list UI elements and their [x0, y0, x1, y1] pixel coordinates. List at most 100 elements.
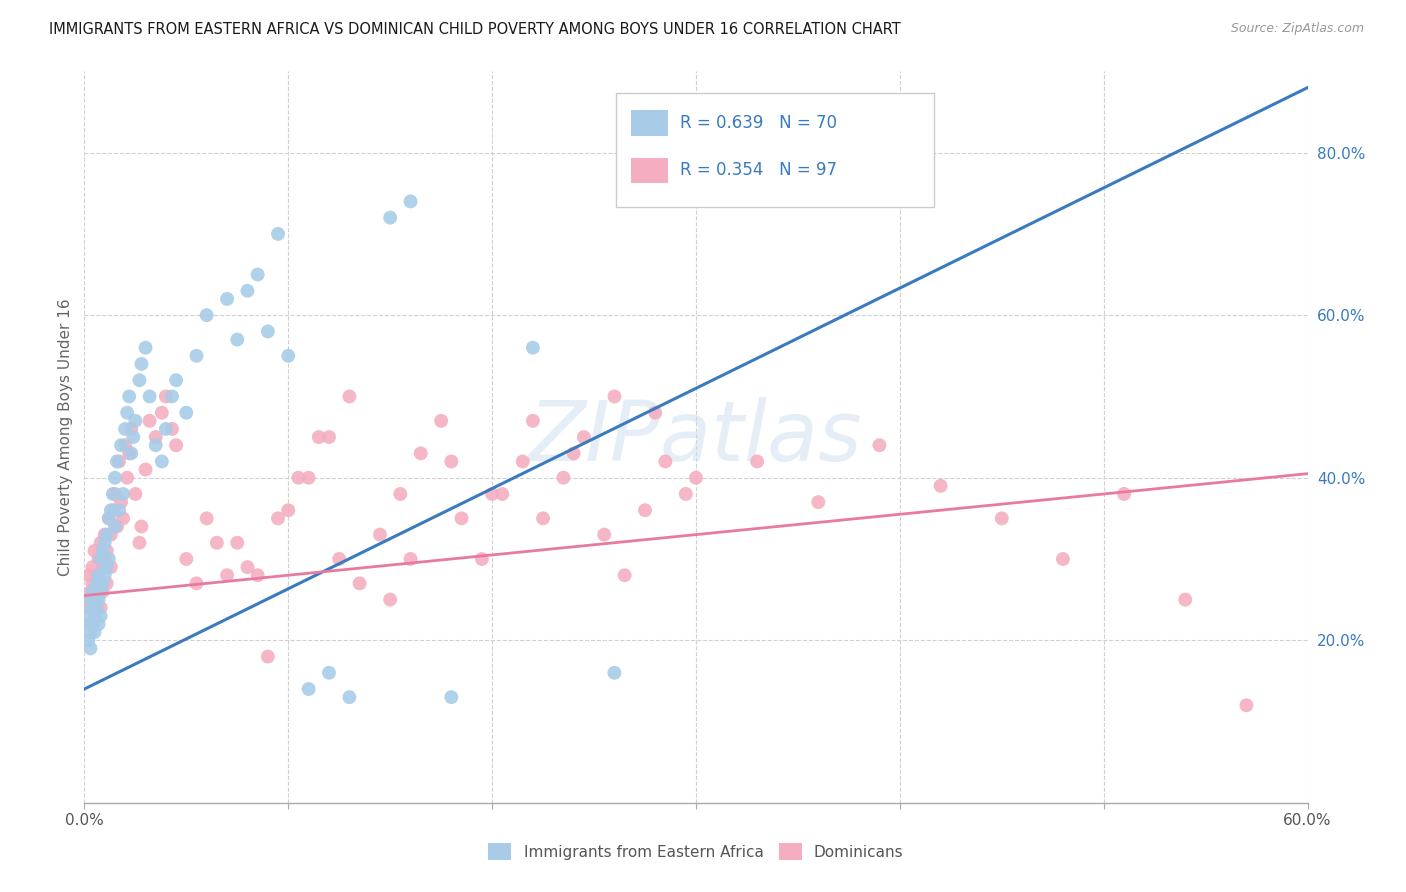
Point [100, 503, 122, 517]
Point [675, 487, 697, 501]
Point [100, 527, 122, 541]
Point [195, 511, 218, 525]
Point [186, 349, 208, 363]
Point [120, 422, 142, 436]
Point [481, 487, 503, 501]
Point [131, 519, 153, 533]
Point [572, 430, 595, 444]
Point [114, 438, 136, 452]
Point [91, 584, 114, 599]
Point [110, 438, 132, 452]
Point [115, 406, 138, 420]
Point [186, 576, 208, 591]
Point [118, 389, 141, 403]
Point [100, 560, 122, 574]
Point [298, 681, 321, 696]
Point [79, 592, 101, 607]
Point [114, 422, 136, 436]
Point [77, 568, 100, 582]
Point [399, 552, 422, 566]
Point [1236, 698, 1258, 713]
Y-axis label: Child Poverty Among Boys Under 16: Child Poverty Among Boys Under 16 [58, 298, 73, 576]
Point [90, 584, 112, 599]
Point [471, 552, 494, 566]
Point [380, 592, 402, 607]
Point [93, 568, 115, 582]
Point [267, 511, 290, 525]
Point [77, 633, 100, 648]
Point [654, 454, 676, 468]
Point [531, 511, 554, 525]
Point [349, 576, 371, 591]
Point [112, 487, 135, 501]
Point [165, 438, 187, 452]
Point [174, 406, 197, 420]
Point [138, 414, 160, 428]
Point [807, 495, 830, 509]
Point [869, 438, 891, 452]
Point [160, 422, 183, 436]
Text: ZIPatlas: ZIPatlas [529, 397, 863, 477]
Point [155, 389, 177, 403]
Point [128, 373, 150, 387]
Point [97, 552, 120, 566]
Point [79, 600, 101, 615]
Point [747, 454, 769, 468]
Text: R = 0.354   N = 97: R = 0.354 N = 97 [681, 161, 837, 179]
Point [105, 454, 128, 468]
Point [79, 641, 101, 656]
Point [124, 414, 146, 428]
Point [138, 389, 160, 403]
Point [75, 592, 97, 607]
Point [226, 333, 249, 347]
Point [491, 487, 513, 501]
Point [86, 600, 108, 615]
Point [440, 690, 463, 705]
Point [1114, 487, 1136, 501]
Point [217, 292, 239, 306]
Point [105, 519, 128, 533]
Point [87, 617, 110, 632]
Point [90, 535, 112, 549]
Point [79, 625, 101, 640]
Point [298, 471, 321, 485]
Point [86, 568, 108, 582]
Point [160, 389, 183, 403]
Point [246, 568, 269, 582]
Point [104, 487, 127, 501]
Point [725, 129, 748, 144]
Point [120, 446, 142, 460]
Point [277, 503, 299, 517]
Point [82, 584, 104, 599]
Point [685, 471, 707, 485]
Bar [616, 94, 935, 207]
Point [96, 560, 118, 574]
Point [96, 576, 118, 591]
Point [1174, 592, 1197, 607]
Point [145, 430, 167, 444]
Point [399, 194, 422, 209]
Point [83, 584, 105, 599]
Point [257, 325, 280, 339]
Point [155, 422, 177, 436]
Point [328, 552, 350, 566]
Text: R = 0.639   N = 70: R = 0.639 N = 70 [681, 113, 837, 131]
Point [83, 608, 105, 623]
Point [553, 471, 575, 485]
Point [77, 617, 100, 632]
Point [96, 527, 118, 541]
Bar [631, 158, 668, 183]
Point [110, 495, 132, 509]
Point [77, 617, 100, 632]
Point [90, 552, 112, 566]
Point [93, 535, 115, 549]
Point [512, 454, 534, 468]
Point [83, 592, 105, 607]
Point [318, 430, 340, 444]
Point [124, 487, 146, 501]
Point [93, 527, 115, 541]
Bar [631, 110, 668, 136]
Point [97, 511, 120, 525]
Point [131, 357, 153, 371]
Point [562, 446, 585, 460]
